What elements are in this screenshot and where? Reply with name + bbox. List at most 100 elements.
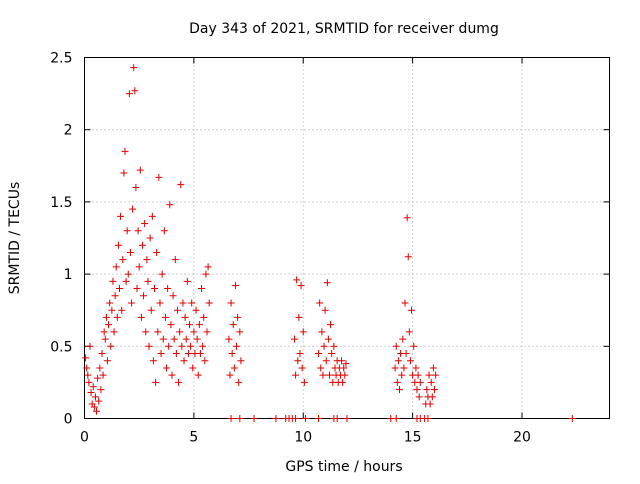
data-point	[227, 299, 235, 307]
data-point	[89, 383, 97, 391]
data-point	[144, 277, 152, 285]
data-point	[399, 335, 407, 343]
data-point	[100, 328, 108, 336]
data-point	[128, 299, 136, 307]
data-point	[155, 173, 163, 181]
data-point	[432, 371, 440, 379]
data-point	[200, 313, 208, 321]
data-point	[192, 306, 200, 314]
data-point	[234, 313, 242, 321]
data-point	[145, 342, 153, 350]
data-point	[339, 378, 347, 386]
y-tick-label: 0.5	[50, 339, 72, 355]
data-point	[193, 335, 201, 343]
data-point	[103, 357, 111, 365]
data-point	[131, 87, 139, 95]
data-point	[175, 378, 183, 386]
data-point	[429, 364, 437, 372]
x-tick-label: 15	[404, 430, 422, 446]
data-point	[298, 364, 306, 372]
data-point	[106, 299, 114, 307]
data-point	[228, 350, 236, 358]
data-point	[130, 64, 138, 72]
data-point	[199, 342, 207, 350]
data-point	[181, 313, 189, 321]
data-point	[423, 386, 431, 394]
data-point	[323, 279, 331, 287]
data-point	[292, 371, 300, 379]
y-tick-labels: 0 0.5 1 1.5 2 2.5	[50, 51, 72, 428]
data-point	[342, 360, 350, 368]
data-point	[393, 378, 401, 386]
data-point	[153, 248, 161, 256]
x-tick-label: 10	[294, 430, 312, 446]
data-point	[201, 357, 209, 365]
data-point	[173, 306, 181, 314]
data-point	[124, 270, 132, 278]
data-point	[137, 313, 145, 321]
data-point	[233, 342, 241, 350]
data-point	[300, 378, 308, 386]
data-point	[229, 321, 237, 329]
data-point	[338, 357, 346, 365]
data-point	[184, 350, 192, 358]
data-point	[176, 328, 184, 336]
data-point	[169, 292, 177, 300]
data-point	[107, 342, 115, 350]
data-point	[126, 248, 134, 256]
data-point	[410, 342, 418, 350]
data-point	[315, 350, 323, 358]
data-point	[394, 357, 402, 365]
data-point	[83, 364, 91, 372]
data-point	[294, 357, 302, 365]
data-point	[90, 403, 98, 411]
data-point	[194, 371, 202, 379]
y-tick-label: 1	[64, 267, 73, 283]
data-point	[148, 212, 156, 220]
data-point	[116, 285, 123, 293]
data-point	[129, 205, 137, 213]
data-point	[99, 371, 107, 379]
data-point	[198, 285, 206, 293]
data-point	[118, 306, 126, 314]
data-point	[187, 342, 195, 350]
data-point	[178, 342, 186, 350]
data-point	[94, 374, 102, 382]
data-point	[93, 407, 101, 415]
data-point	[84, 371, 92, 379]
data-point	[230, 364, 238, 372]
data-point	[112, 263, 120, 271]
data-point	[299, 328, 307, 336]
grid	[84, 57, 610, 419]
data-point	[431, 386, 438, 394]
data-point	[236, 328, 244, 336]
x-tick-labels: 0 5 10 15 20	[80, 430, 531, 446]
data-point	[292, 415, 300, 422]
data-point	[403, 214, 411, 222]
data-point	[146, 234, 154, 242]
data-point	[203, 328, 211, 336]
data-point	[406, 357, 414, 365]
data-point	[317, 364, 325, 372]
data-point	[161, 313, 169, 321]
data-point	[164, 285, 172, 293]
data-point	[402, 350, 410, 358]
data-point	[416, 378, 424, 386]
data-point	[322, 357, 330, 365]
data-point	[415, 393, 423, 401]
data-point	[404, 253, 412, 261]
data-point	[235, 378, 243, 386]
data-point	[182, 335, 190, 343]
data-point	[110, 328, 118, 336]
data-point	[111, 292, 119, 300]
data-point	[408, 306, 416, 314]
data-point	[328, 350, 336, 358]
data-point	[154, 328, 162, 336]
data-point	[301, 415, 309, 422]
data-point	[196, 350, 204, 358]
data-point	[320, 342, 328, 350]
x-axis-label: GPS time / hours	[285, 459, 402, 475]
x-tick-label: 0	[80, 430, 89, 446]
data-point	[151, 285, 158, 293]
